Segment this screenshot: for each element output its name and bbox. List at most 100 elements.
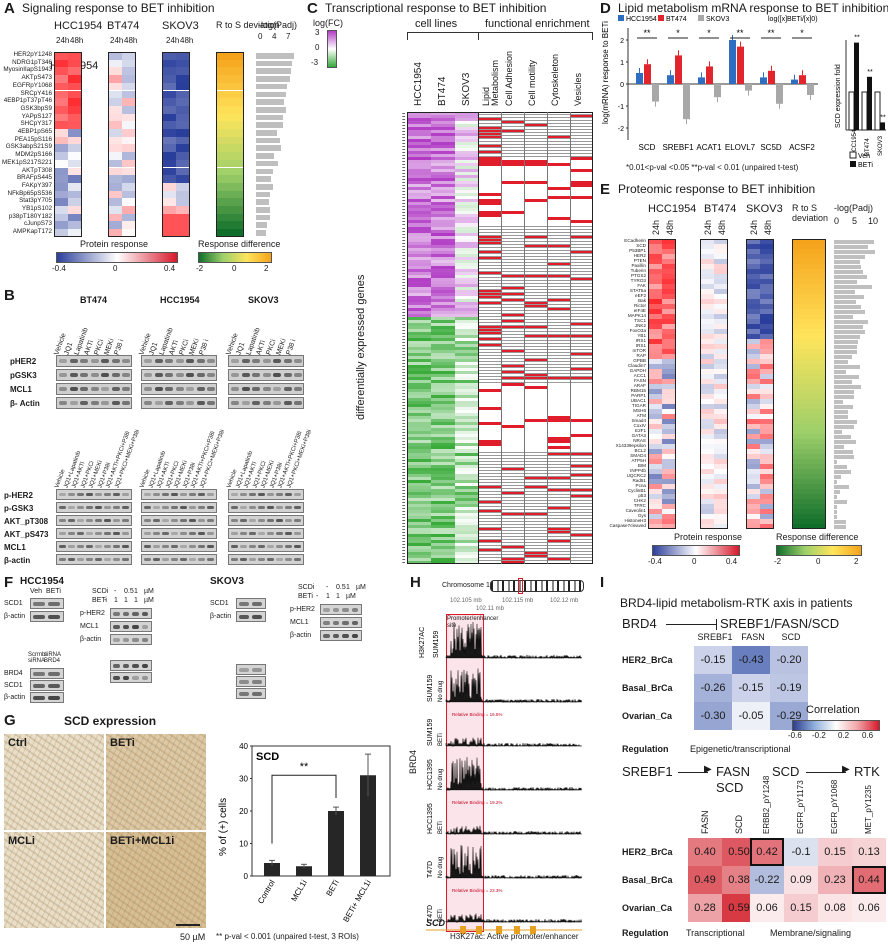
f-band xyxy=(252,668,262,672)
d-right-legend-beti xyxy=(850,161,856,167)
f-band xyxy=(142,612,149,616)
c-scale-t2: -3 xyxy=(311,58,318,67)
f-label: β-actin xyxy=(210,613,231,620)
panel-e: E Proteomic response to BET inhibition H… xyxy=(596,181,888,571)
i-reg1: Epigenetic/transcriptional xyxy=(690,744,791,754)
b-band xyxy=(153,532,160,535)
b-band xyxy=(242,359,250,363)
b-band xyxy=(165,359,173,363)
h-track-signal xyxy=(446,668,582,702)
i-top-cell: -0.30 xyxy=(694,702,732,730)
a-row-label: AMPKapT172 xyxy=(2,228,52,235)
f-band xyxy=(323,608,330,612)
e-padj-bar xyxy=(834,520,846,524)
e-padj-bar xyxy=(834,465,847,469)
f-blot-strip xyxy=(320,617,362,628)
a-row-label: AKTpT308 xyxy=(2,167,52,174)
i-bot-cell2: 0.08 xyxy=(818,894,852,922)
f-label: β-actin xyxy=(4,694,25,701)
g-image-label-3: BETi+MCL1i xyxy=(110,835,174,847)
d-bar xyxy=(799,75,806,84)
i-corr-title: Correlation xyxy=(806,704,860,716)
e-legend2-t2: 2 xyxy=(854,557,858,566)
b-band xyxy=(258,532,265,535)
a-padj-bar xyxy=(256,61,292,67)
b-band xyxy=(231,359,239,363)
b-treat1-label: JQ1 xyxy=(235,342,246,356)
b-blot-strip xyxy=(141,489,217,500)
h-track-signal xyxy=(446,757,582,790)
a-padj-bar xyxy=(256,215,270,221)
i-bot-cell1: 0.49 xyxy=(688,866,722,894)
b-band xyxy=(113,532,120,535)
d-bar xyxy=(698,77,705,84)
i-axis2-arrow1-head: ▶ xyxy=(704,764,712,775)
f-band xyxy=(239,615,249,619)
d-sig: ** xyxy=(767,28,775,38)
h-track-cond: No drug xyxy=(438,769,444,790)
b-row1-label: MCL1 xyxy=(10,385,32,394)
f-blot-strip xyxy=(30,668,64,679)
a-padj-tick-2: 7 xyxy=(286,32,290,41)
e-padj-bar xyxy=(834,320,868,324)
b-band xyxy=(242,401,250,405)
e-padj-bar xyxy=(834,325,863,329)
d-bar xyxy=(807,84,814,95)
b-band xyxy=(231,401,239,405)
b-blot-strip xyxy=(56,369,132,381)
f-blot-strip xyxy=(110,634,152,645)
d-footnote: *0.01<p-val <0.05 **p-val < 0.01 (unpair… xyxy=(626,163,798,172)
d-legend-label: HCC1954 xyxy=(626,16,657,23)
a-t3: 24h xyxy=(110,36,123,45)
b-band xyxy=(113,519,120,522)
i-top-row: Basal_BrCa xyxy=(622,683,673,693)
a-t2: 48h xyxy=(70,36,83,45)
b-band xyxy=(186,387,194,391)
b-band xyxy=(197,387,205,391)
e-padj-bar xyxy=(834,350,857,354)
f-band xyxy=(132,625,139,629)
e-padj-bar xyxy=(834,395,854,399)
f-band xyxy=(252,602,262,606)
b-band xyxy=(197,401,205,405)
c-scale-bar xyxy=(327,30,337,68)
e-legend1-title: Protein response xyxy=(674,532,742,542)
g-footnote: ** p-val < 0.001 (unpaired t-test, 3 ROI… xyxy=(216,932,359,941)
h-gene: SCD xyxy=(426,918,445,928)
b-band xyxy=(231,493,238,496)
d-ylabel: log(mRNA) response to BETi xyxy=(601,21,610,124)
e-padj-bar xyxy=(834,290,855,294)
i-top-cell: -0.26 xyxy=(694,674,732,702)
f-blot-strip xyxy=(30,598,64,609)
b-band xyxy=(144,373,152,377)
b-band xyxy=(112,373,120,377)
h-track-signal xyxy=(446,622,582,658)
d-bar xyxy=(791,80,798,84)
b-band xyxy=(231,532,238,535)
f-label: p-HER2 xyxy=(80,610,105,617)
b-band xyxy=(113,545,120,548)
b-band xyxy=(171,558,178,561)
h-track-cell: T47D xyxy=(427,861,434,878)
c-col2-label: Cytoskeleton xyxy=(551,46,560,106)
a-padj-bar xyxy=(256,184,273,190)
b-band xyxy=(104,558,111,561)
f-label: µM xyxy=(346,593,356,600)
e-padj-bar xyxy=(834,500,847,504)
i-bot-cell2: 0.06 xyxy=(750,894,784,922)
e-padj-bar xyxy=(834,490,840,494)
g-sig-bracket xyxy=(272,775,336,843)
f-label: 1 xyxy=(346,584,350,591)
b-band xyxy=(263,401,271,405)
panel-i-title: BRD4-lipid metabolism-RTK axis in patien… xyxy=(620,596,853,610)
a-row-label: p38pT180Y182 xyxy=(2,213,52,220)
h-track-cell: HCC1395 xyxy=(427,759,434,790)
i-axis1-right: SREBF1/FASN/SCD xyxy=(720,616,839,631)
f-band xyxy=(123,664,130,668)
i-axis2-a: SREBF1 xyxy=(622,764,673,779)
a-row-label: YB1pS102 xyxy=(2,205,52,212)
b-band xyxy=(294,493,301,496)
b-row2-label: β-actin xyxy=(4,556,30,565)
b-band xyxy=(171,493,178,496)
b-band xyxy=(258,506,265,509)
